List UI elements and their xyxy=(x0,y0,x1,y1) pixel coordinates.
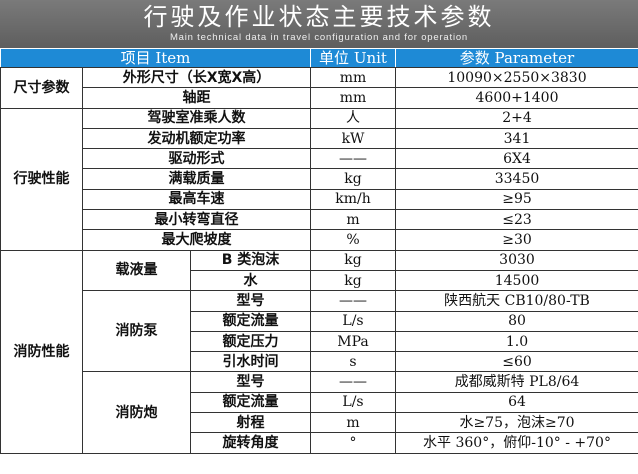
item-label: 额定流量 xyxy=(190,391,311,414)
value-cell: 33450 xyxy=(395,168,638,190)
page-subtitle: Main technical data in travel configurat… xyxy=(169,32,469,43)
item-label: 型号 xyxy=(190,290,311,312)
value-cell: ≤23 xyxy=(395,209,638,231)
subgroup-label: 载液量 xyxy=(82,249,191,292)
subgroup-label: 消防泵 xyxy=(82,290,191,373)
header-param: 参数 Parameter xyxy=(395,48,638,68)
item-label: 水 xyxy=(190,269,311,292)
table-row: 额定流量 L/s 80 xyxy=(1,310,638,332)
item-label: 额定压力 xyxy=(190,330,311,353)
item-label: 外形尺寸（长X宽X高） xyxy=(82,66,311,89)
table-row: 轴距 mm 4600+1400 xyxy=(1,87,638,109)
item-label: 旋转角度 xyxy=(190,432,311,454)
page-title: 行驶及作业状态主要技术参数 xyxy=(143,3,495,31)
item-label: 发动机额定功率 xyxy=(82,127,311,150)
spec-table: 项目 Item 单位 Unit 参数 Parameter 尺寸参数 外形尺寸（长X… xyxy=(0,48,638,454)
unit-cell: ° xyxy=(310,432,396,454)
unit-cell: —— xyxy=(310,290,396,312)
unit-cell: mm xyxy=(310,87,396,109)
value-cell: 陕西航天 CB10/80-TB xyxy=(395,290,638,312)
table-row: 发动机额定功率 kW 341 xyxy=(1,127,638,150)
header-item: 项目 Item xyxy=(0,48,311,68)
value-cell: 14500 xyxy=(395,269,638,292)
table-row: 最大爬坡度% ≥30 xyxy=(1,229,638,251)
value-cell: 水平 360°，俯仰-10° - +70° xyxy=(395,432,638,454)
value-cell: ≥30 xyxy=(395,229,638,251)
table-row: 旋转角度 ° 水平 360°，俯仰-10° - +70° xyxy=(1,432,638,454)
table-row: 尺寸参数 外形尺寸（长X宽X高） mm 10090×2550×3830 xyxy=(0,66,638,109)
table-row: 引水时间 s ≤60 xyxy=(1,351,638,373)
header-unit: 单位 Unit xyxy=(310,48,396,68)
group-label: 行驶性能 xyxy=(0,107,83,251)
table-row: 消防性能 载液量 B 类泡沫 kg 3030 xyxy=(0,249,638,454)
table-row: 驱动形式 —— 6X4 xyxy=(1,148,638,170)
item-label: 最大爬坡度 xyxy=(82,229,311,251)
value-cell: 341 xyxy=(395,127,638,150)
unit-cell: kW xyxy=(310,127,396,150)
group-label: 消防性能 xyxy=(0,249,83,454)
unit-cell: —— xyxy=(310,148,396,170)
value-cell: 2+4 xyxy=(395,107,638,129)
value-cell: 水≥75，泡沫≥70 xyxy=(395,412,638,434)
value-cell: 80 xyxy=(395,310,638,332)
table-row: 行驶性能 驾驶室准乘人数人 2+4 xyxy=(0,107,638,251)
unit-cell: MPa xyxy=(310,330,396,353)
value-cell: ≥95 xyxy=(395,188,638,211)
title-bar: 行驶及作业状态主要技术参数 Main technical data in tra… xyxy=(0,0,638,48)
unit-cell: km/h xyxy=(310,188,396,211)
unit-cell: kg xyxy=(310,269,396,292)
group-label: 尺寸参数 xyxy=(0,67,83,109)
unit-cell: mm xyxy=(310,66,396,89)
unit-cell: —— xyxy=(310,371,396,393)
unit-cell: m xyxy=(310,209,396,231)
value-cell: 4600+1400 xyxy=(395,87,638,109)
item-label: 驱动形式 xyxy=(82,148,311,170)
unit-cell: 人 xyxy=(310,107,396,129)
item-label: 满载质量 xyxy=(82,168,311,190)
value-cell: 成都威斯特 PL8/64 xyxy=(395,371,638,393)
item-label: 最小转弯直径 xyxy=(82,209,311,231)
unit-cell: % xyxy=(310,229,396,251)
item-label: B 类泡沫 xyxy=(190,249,311,271)
unit-cell: L/s xyxy=(310,391,396,414)
unit-cell: s xyxy=(310,351,396,373)
item-label: 最高车速 xyxy=(82,188,311,211)
value-cell: 10090×2550×3830 xyxy=(395,66,638,89)
unit-cell: kg xyxy=(310,249,396,271)
table-row: 满载质量 kg 33450 xyxy=(1,168,638,190)
unit-cell: m xyxy=(310,412,396,434)
table-row: 消防炮 型号 —— 成都威斯特 PL8/64 xyxy=(1,371,638,454)
table-row: 最小转弯直径 m ≤23 xyxy=(1,209,638,231)
unit-cell: L/s xyxy=(310,310,396,332)
value-cell: ≤60 xyxy=(395,351,638,373)
header-row: 项目 Item 单位 Unit 参数 Parameter xyxy=(0,48,638,68)
item-label: 引水时间 xyxy=(190,351,311,373)
table-row: 消防泵 型号 —— 陕西航天 CB10/80-TB xyxy=(1,290,638,373)
table-row: 最高车速 km/h ≥95 xyxy=(1,188,638,211)
table-row: 射程 m 水≥75，泡沫≥70 xyxy=(1,412,638,434)
subgroup-label: 消防炮 xyxy=(82,371,191,454)
item-label: 轴距 xyxy=(82,87,311,109)
unit-cell: kg xyxy=(310,168,396,190)
item-label: 射程 xyxy=(190,412,311,434)
value-cell: 6X4 xyxy=(395,148,638,170)
value-cell: 3030 xyxy=(395,249,638,271)
item-label: 额定流量 xyxy=(190,310,311,332)
item-label: 驾驶室准乘人数 xyxy=(82,107,311,129)
value-cell: 64 xyxy=(395,391,638,414)
item-label: 型号 xyxy=(190,371,311,393)
value-cell: 1.0 xyxy=(395,330,638,353)
